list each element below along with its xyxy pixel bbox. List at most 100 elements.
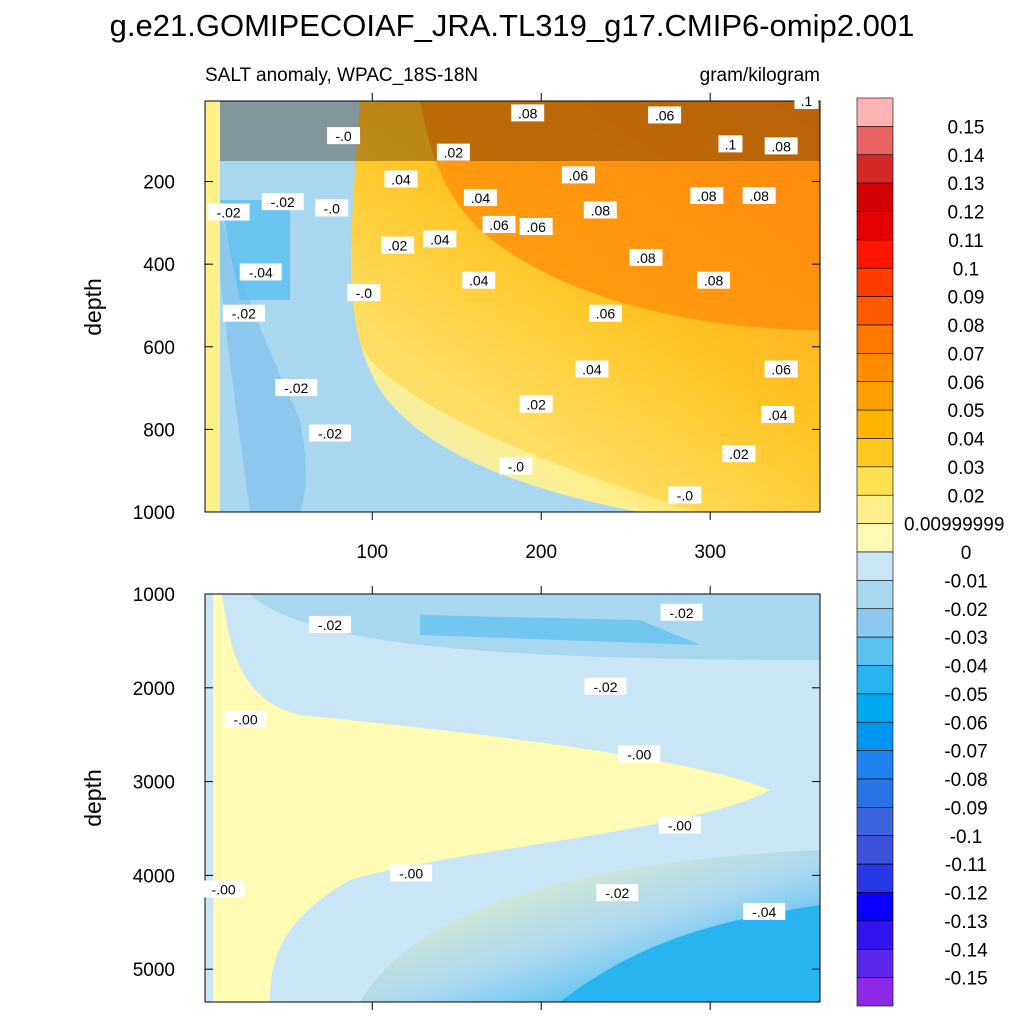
contour-label: .06	[588, 304, 622, 322]
svg-text:-.00: -.00	[627, 746, 651, 762]
svg-text:-.0: -.0	[335, 128, 352, 144]
svg-text:.04: .04	[471, 190, 491, 206]
contour-label: -.0	[499, 457, 533, 475]
svg-text:-.02: -.02	[318, 426, 342, 442]
colorbar-label: -0.01	[944, 571, 987, 592]
colorbar-box	[856, 580, 894, 610]
contour-label: -.02	[275, 379, 318, 397]
colorbar-box	[856, 182, 894, 212]
colorbar-label: 0.06	[948, 373, 985, 394]
colorbar-box	[856, 977, 894, 1007]
svg-text:.06: .06	[489, 217, 509, 233]
colorbar-label: 0.1	[953, 259, 979, 280]
svg-text:-.02: -.02	[217, 205, 241, 221]
svg-text:.04: .04	[768, 407, 788, 423]
contour-label: -.0	[347, 284, 381, 302]
colorbar-label: -0.08	[944, 770, 987, 791]
svg-text:-.02: -.02	[593, 679, 617, 695]
upper-y-ticks: 200 400 600 800 1000	[133, 173, 820, 524]
svg-text:-.00: -.00	[668, 818, 692, 834]
contour-label: .1	[794, 92, 819, 109]
contour-label: .02	[436, 143, 470, 161]
contour-label: .04	[575, 360, 609, 378]
svg-text:-.02: -.02	[271, 194, 295, 210]
y-tick-label: 1000	[133, 585, 175, 606]
colorbar-box	[856, 863, 894, 893]
colorbar-label: -0.1	[950, 827, 983, 848]
colorbar-label: 0.07	[948, 344, 985, 365]
y-tick-label: 5000	[133, 960, 175, 981]
colorbar-box	[856, 409, 894, 439]
upper-plot-frame	[204, 100, 821, 513]
svg-text:-.0: -.0	[324, 200, 341, 216]
svg-text:-.02: -.02	[232, 306, 256, 322]
svg-text:-.02: -.02	[318, 617, 342, 633]
svg-text:-.04: -.04	[752, 904, 776, 920]
lower-plot-frame	[204, 593, 821, 1003]
contour-label: .06	[561, 166, 595, 184]
svg-text:.08: .08	[636, 250, 656, 266]
contour-label: .04	[384, 170, 418, 188]
colorbar-label: 0.15	[948, 117, 985, 138]
colorbar-label: 0.00999999	[904, 515, 1004, 536]
colorbar-label: -0.15	[944, 969, 987, 990]
colorbar-box	[856, 636, 894, 666]
svg-text:-.0: -.0	[508, 459, 525, 475]
contour-label: -.02	[207, 203, 250, 221]
svg-text:.06: .06	[771, 361, 791, 377]
svg-text:-.0: -.0	[356, 285, 373, 301]
contour-label: .02	[519, 395, 553, 413]
colorbar-label: -0.06	[944, 713, 987, 734]
x-tick-label: 200	[525, 542, 557, 563]
contour-label: .08	[690, 187, 724, 205]
colorbar-label: -0.14	[944, 940, 988, 961]
svg-text:.02: .02	[444, 145, 464, 161]
svg-text:.08: .08	[591, 202, 611, 218]
colorbar-box	[856, 807, 894, 837]
contour-label: -.02	[222, 304, 265, 322]
contour-label: -.02	[309, 424, 352, 442]
svg-text:-.02: -.02	[669, 605, 693, 621]
colorbar-label: 0.12	[948, 203, 985, 224]
svg-text:.02: .02	[388, 238, 408, 254]
svg-text:.04: .04	[391, 171, 411, 187]
colorbar: 0.15 0.14 0.13 0.12 0.11 0.1 0.09 0.08 0.07 0.06 0…	[856, 97, 1004, 1007]
colorbar-label: -0.12	[944, 884, 987, 905]
colorbar-box	[856, 154, 894, 184]
colorbar-label: -0.03	[944, 628, 987, 649]
right-string: gram/kilogram	[700, 65, 820, 86]
contour-label: -.00	[224, 710, 267, 728]
svg-text:.02: .02	[729, 446, 749, 462]
svg-text:.02: .02	[526, 397, 546, 413]
colorbar-label: 0.02	[948, 486, 985, 507]
svg-text:.04: .04	[582, 361, 602, 377]
colorbar-label: 0.08	[948, 316, 985, 337]
left-string: SALT anomaly, WPAC_18S-18N	[205, 65, 478, 86]
y-tick-label: 600	[143, 338, 175, 359]
contour-label: -.04	[239, 263, 282, 281]
colorbar-box	[856, 892, 894, 922]
contour-label: .04	[423, 230, 457, 248]
colorbar-box	[856, 948, 894, 978]
y-tick-label: 200	[143, 173, 175, 194]
colorbar-box	[856, 324, 894, 354]
contour-label: -.0	[327, 127, 361, 145]
colorbar-label: -0.09	[944, 798, 987, 819]
contour-label: -.00	[658, 816, 701, 834]
colorbar-box	[856, 693, 894, 723]
lower-y-ticks: 1000 2000 3000 4000 5000	[133, 585, 820, 981]
colorbar-label: 0.13	[948, 174, 985, 195]
colorbar-label: -0.13	[944, 912, 987, 933]
upper-negative-region	[205, 101, 640, 512]
contour-label: -.02	[584, 677, 627, 695]
svg-text:.08: .08	[704, 273, 724, 289]
svg-text:.06: .06	[569, 167, 589, 183]
colorbar-box	[856, 296, 894, 326]
colorbar-label: -0.11	[945, 855, 987, 876]
contour-label: .08	[697, 271, 731, 289]
contour-label: .06	[764, 360, 798, 378]
contour-label: .02	[722, 445, 756, 463]
upper-contour-labels: -.0 -.02 -.02 -.0 -.04 -.02 -.0 -.02 -.02 .04 .02.…	[207, 92, 819, 504]
lower-positive-tongue	[213, 594, 770, 1002]
